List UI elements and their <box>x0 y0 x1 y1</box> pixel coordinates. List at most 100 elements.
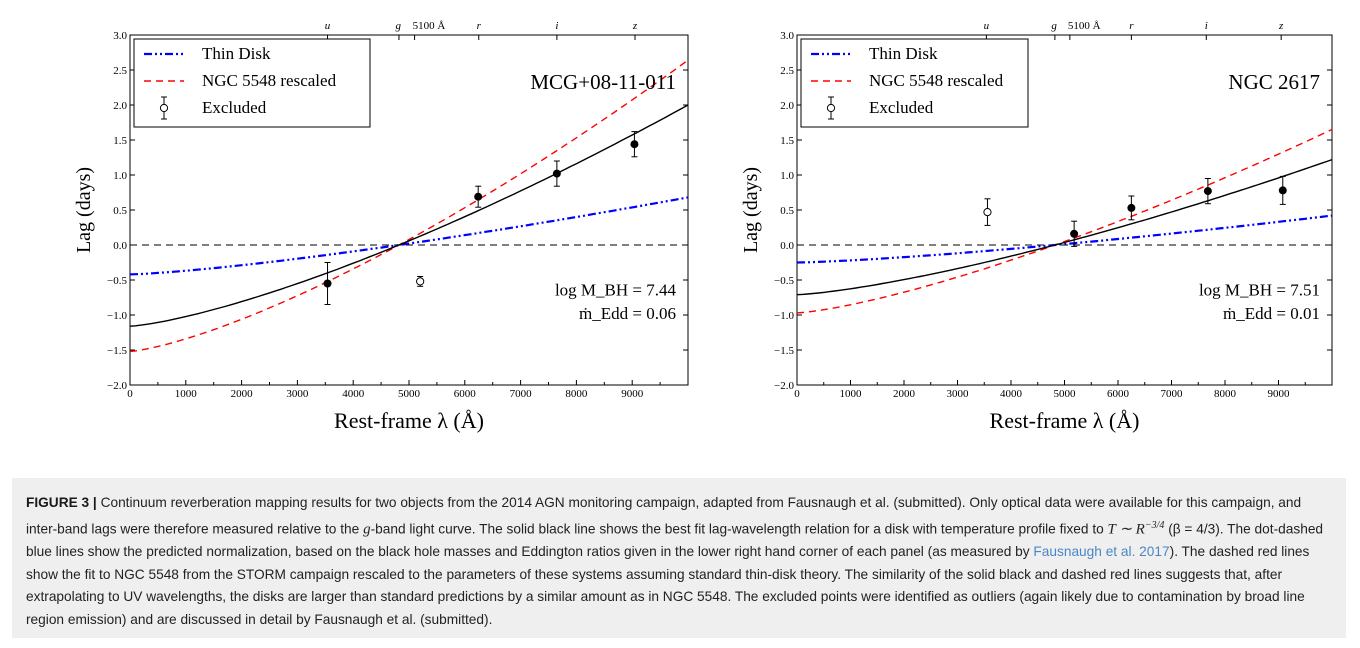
legend-label: NGC 5548 rescaled <box>869 71 1004 90</box>
top-band-label: u <box>984 20 990 32</box>
legend-label: Thin Disk <box>202 44 271 63</box>
y-tick-label: −1.5 <box>774 345 794 357</box>
x-tick-label: 4000 <box>342 388 365 400</box>
data-point <box>474 192 483 201</box>
top-band-label: 5100 Å <box>413 20 446 32</box>
caption-text-3: (β = 4/3). The dot-dashed blue lines sho… <box>26 521 1324 560</box>
x-tick-label: 3000 <box>947 388 970 400</box>
y-tick-label: 2.5 <box>113 65 127 77</box>
x-tick-label: 9000 <box>621 388 644 400</box>
mass-annotation: log M_BH = 7.51 <box>1199 280 1320 299</box>
y-axis-label: Lag (days) <box>740 167 762 253</box>
eddington-annotation: ṁ_Edd = 0.06 <box>579 304 676 323</box>
mass-annotation: log M_BH = 7.44 <box>555 280 677 299</box>
y-tick-label: −0.5 <box>107 275 127 287</box>
eddington-annotation: ṁ_Edd = 0.01 <box>1223 304 1320 323</box>
top-band-label: u <box>325 20 331 32</box>
y-tick-label: 0.5 <box>113 205 127 217</box>
caption-formula: T ∼ R <box>1107 521 1145 538</box>
top-band-label: g <box>1051 20 1057 32</box>
data-point <box>323 279 332 288</box>
ngc5548-line <box>130 59 688 353</box>
legend: Thin Disk NGC 5548 rescaled Excluded <box>133 38 371 128</box>
legend-label: NGC 5548 rescaled <box>202 71 337 90</box>
best-fit-line <box>797 158 1332 296</box>
legend-label: Excluded <box>869 98 934 117</box>
y-tick-label: 2.0 <box>780 100 794 112</box>
y-tick-label: −2.0 <box>107 380 127 392</box>
y-tick-label: 1.5 <box>780 135 794 147</box>
data-point <box>630 140 639 149</box>
x-tick-label: 2000 <box>893 388 916 400</box>
y-tick-label: 3.0 <box>780 30 794 42</box>
y-tick-label: 1.0 <box>113 170 127 182</box>
caption-g-band: g <box>363 521 371 538</box>
x-tick-label: 4000 <box>1000 388 1023 400</box>
x-tick-label: 5000 <box>1054 388 1077 400</box>
x-tick-label: 9000 <box>1268 388 1291 400</box>
data-point <box>552 169 561 178</box>
caption-text-2: -band light curve. The solid black line … <box>370 521 1108 537</box>
x-tick-label: 6000 <box>454 388 477 400</box>
caption-reference-link[interactable]: Fausnaugh et al. 2017 <box>1033 544 1170 560</box>
x-axis-label: Rest-frame λ (Å) <box>990 408 1140 433</box>
legend-label: Excluded <box>202 98 267 117</box>
x-tick-label: 7000 <box>1161 388 1184 400</box>
best-fit-line <box>130 104 688 327</box>
y-tick-label: 0.0 <box>780 240 794 252</box>
y-tick-label: −0.5 <box>774 275 794 287</box>
caption-text-1: Continuum reverberation mapping results … <box>26 495 1302 537</box>
y-tick-label: −2.0 <box>774 380 794 392</box>
x-tick-label: 7000 <box>510 388 533 400</box>
figure-label: FIGURE 3 | <box>26 495 97 510</box>
top-band-label: i <box>1205 20 1208 32</box>
top-band-label: i <box>555 20 558 32</box>
chart-panel-2: 0 1000 2000 3000 4000 5000 6000 7000 8000 9000 −2.… <box>740 20 1333 433</box>
y-tick-label: 0.5 <box>780 205 794 217</box>
x-tick-label: 0 <box>794 388 800 400</box>
x-tick-label: 5000 <box>398 388 421 400</box>
top-band-label: r <box>1129 20 1134 32</box>
data-point <box>1203 187 1212 196</box>
x-tick-label: 8000 <box>1214 388 1237 400</box>
excluded-point <box>416 277 425 286</box>
caption-text-4: ). The dashed red lines show the fit to … <box>26 544 1310 627</box>
figure-caption: FIGURE 3 | Continuum reverberation mappi… <box>12 478 1346 638</box>
y-tick-label: −1.5 <box>107 345 127 357</box>
y-tick-label: −1.0 <box>774 310 794 322</box>
x-tick-label: 6000 <box>1107 388 1130 400</box>
legend-label: Thin Disk <box>869 44 938 63</box>
chart-panel-1: 0 1000 2000 3000 4000 5000 6000 7000 8000 9000 −2.… <box>73 20 689 433</box>
y-axis-label: Lag (days) <box>73 167 95 253</box>
top-band-label: z <box>632 20 638 32</box>
x-tick-label: 8000 <box>565 388 588 400</box>
thin-disk-line <box>797 214 1332 264</box>
x-tick-label: 0 <box>127 388 133 400</box>
y-tick-label: 2.0 <box>113 100 127 112</box>
panel-title: MCG+08-11-011 <box>530 70 676 94</box>
top-band-label: g <box>395 20 401 32</box>
x-tick-label: 2000 <box>231 388 254 400</box>
x-tick-label: 1000 <box>840 388 863 400</box>
legend-excluded-marker <box>826 103 836 113</box>
x-tick-label: 1000 <box>175 388 198 400</box>
x-tick-label: 3000 <box>286 388 309 400</box>
excluded-point <box>983 208 992 217</box>
y-tick-label: 2.5 <box>780 65 794 77</box>
ngc5548-line <box>797 128 1332 314</box>
y-tick-label: −1.0 <box>107 310 127 322</box>
y-tick-label: 1.5 <box>113 135 127 147</box>
chart-area: 0 1000 2000 3000 4000 5000 6000 7000 8000 9000 −2.… <box>73 20 1333 433</box>
legend-excluded-marker <box>159 103 169 113</box>
panel-title: NGC 2617 <box>1228 70 1320 94</box>
y-tick-label: 1.0 <box>780 170 794 182</box>
legend: Thin Disk NGC 5548 rescaled Excluded <box>800 38 1029 128</box>
legend-box <box>133 38 371 128</box>
top-band-label: r <box>477 20 482 32</box>
data-point <box>1278 186 1287 195</box>
data-point <box>1127 203 1136 212</box>
y-tick-label: 0.0 <box>113 240 127 252</box>
y-tick-label: 3.0 <box>113 30 127 42</box>
top-band-label: 5100 Å <box>1068 20 1101 32</box>
